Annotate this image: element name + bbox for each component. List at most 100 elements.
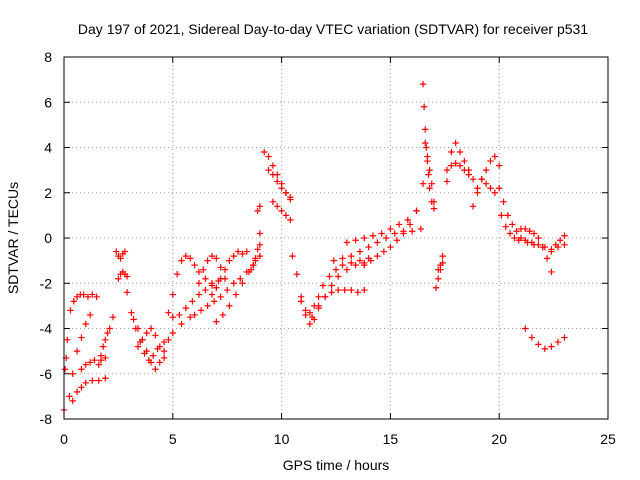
series-arc-15 [195,252,224,287]
data-point [504,212,512,219]
data-point [256,203,264,210]
data-point [293,271,301,278]
data-point [382,234,390,242]
data-point [556,237,564,244]
data-point [219,311,227,319]
data-point [230,280,237,287]
data-point [469,175,477,183]
data-point [395,221,403,228]
data-point [73,347,81,355]
y-tick-label: -8 [40,411,53,427]
data-point [424,153,431,160]
data-point [334,286,342,294]
series-arc-41 [522,325,568,353]
data-point [128,309,135,316]
data-point [308,313,316,321]
data-point [143,347,150,355]
data-point [123,289,131,296]
data-point [102,336,109,344]
data-point [208,282,216,289]
data-point [169,313,176,321]
data-point [326,273,333,280]
data-point [224,286,231,294]
data-point [348,286,355,294]
data-point [102,354,109,362]
data-point [256,241,264,248]
y-tick-label: 8 [44,49,52,65]
series-arc-03 [67,291,100,314]
data-point [102,375,109,382]
data-point [176,311,183,319]
data-point [232,291,240,298]
y-tick-label: -2 [40,275,53,291]
data-point [178,257,185,264]
data-point [237,275,244,282]
data-point [361,234,368,242]
data-point [430,198,438,205]
data-point [432,284,440,291]
data-point [226,302,233,310]
data-point [374,239,381,246]
data-point [123,273,131,280]
data-point [439,259,446,267]
data-point [391,230,398,237]
data-point [417,225,425,233]
data-point [425,171,432,178]
data-point [435,275,442,282]
series-arc-27 [343,207,420,246]
data-point [80,291,87,298]
data-point [522,237,529,244]
series-arc-36 [478,175,499,196]
data-point [202,275,209,282]
data-point [202,286,209,294]
data-point [256,230,264,237]
data-point [334,273,342,280]
data-point [78,366,85,373]
data-point [328,282,335,289]
data-point [213,318,220,325]
data-point [515,237,522,244]
data-point [210,298,218,305]
plot-frame [63,56,609,420]
data-point [498,212,505,219]
data-point [165,336,172,344]
data-point [430,205,438,212]
series-arc-11 [134,325,168,362]
data-point [134,343,142,350]
data-point [528,239,536,246]
data-point [143,329,150,337]
data-point [260,148,268,156]
data-point [554,338,562,346]
data-point [208,252,216,260]
data-point [160,354,168,362]
data-point [361,286,368,294]
data-point [482,180,490,187]
data-point [189,298,196,305]
data-point [64,336,71,344]
data-point [217,264,224,271]
data-point [469,203,477,210]
data-point [182,252,190,260]
series-arc-12 [165,252,216,316]
data-point [165,309,172,316]
series-arc-13 [169,275,229,321]
data-point [387,243,394,251]
data-point [191,261,198,269]
data-point [67,307,74,314]
data-point [297,298,305,305]
data-point [169,291,176,298]
data-point [426,185,433,192]
x-tick-label: 5 [169,431,177,447]
data-point [156,343,163,350]
series-arc-16 [208,248,250,298]
data-point [343,239,351,246]
data-point [422,126,429,133]
data-point [330,257,338,264]
data-point [187,255,194,262]
data-point [99,343,107,350]
y-tick-label: 4 [44,140,52,156]
series-arc-04 [69,375,109,405]
data-point [378,230,385,237]
data-point [243,248,250,255]
